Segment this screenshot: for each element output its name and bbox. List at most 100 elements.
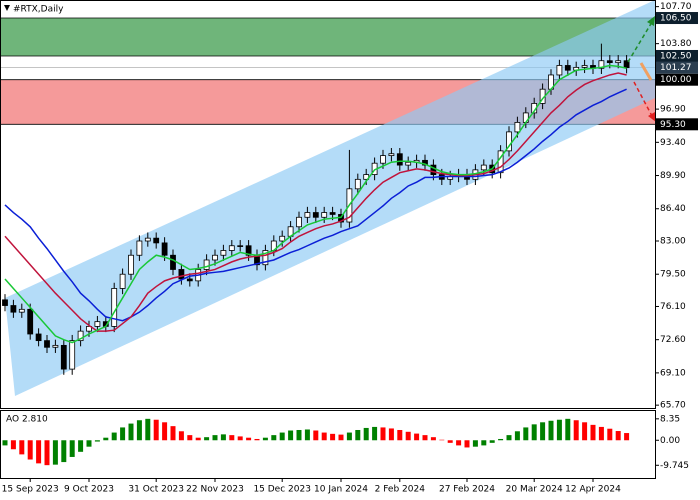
candle-body (178, 269, 185, 280)
bull-arrow-head (647, 16, 655, 26)
y-tick-label: 107.70 (660, 2, 692, 12)
ao-bar (204, 437, 210, 441)
candle-body (220, 250, 227, 256)
candle-body (86, 325, 92, 332)
ao-bar (136, 420, 142, 441)
candle-body (128, 254, 134, 275)
ao-bar (464, 440, 470, 448)
candle-body (27, 308, 34, 335)
level-label: 102.50 (660, 51, 692, 61)
candle-body (10, 305, 17, 313)
ao-bar (44, 440, 50, 466)
ao-bar (52, 440, 58, 465)
candle-body (380, 155, 386, 164)
ao-bar (296, 429, 302, 441)
x-tick-label: 9 Oct 2023 (64, 485, 114, 495)
level-label-bg (656, 12, 698, 25)
ao-bar (548, 420, 554, 441)
ao-bar (313, 430, 319, 441)
last-price-bg (656, 61, 698, 74)
y-tick-label: 69.10 (660, 368, 686, 378)
candle-body (329, 212, 336, 215)
ao-bar (288, 430, 294, 441)
ao-bar (456, 440, 462, 446)
candle-body (296, 216, 302, 228)
ao-bar (271, 435, 277, 441)
ao-bar (388, 428, 394, 441)
candle-body (321, 212, 328, 218)
ao-bar (279, 432, 285, 441)
x-tick-label: 15 Sep 2023 (2, 485, 59, 495)
chart-title: #RTX,Daily (13, 5, 64, 15)
bull-arrow (627, 21, 653, 63)
candle-body (94, 321, 101, 327)
candle-body (161, 242, 168, 256)
y-tick-label: 79.50 (660, 270, 686, 280)
candle-body (153, 237, 160, 244)
candle-body (354, 178, 361, 190)
price-zone (0, 18, 655, 56)
ao-bar (422, 435, 428, 441)
candle-body (77, 330, 84, 342)
ao-bar (430, 437, 436, 441)
ao-bar (229, 435, 235, 441)
candle-body (212, 254, 218, 261)
indicator-frame (0, 410, 656, 479)
title-icon (4, 5, 10, 11)
main-frame (0, 0, 656, 409)
ao-bar (363, 427, 369, 441)
level-label-bg (656, 73, 698, 86)
ao-bar (111, 432, 117, 441)
y-tick-label: 86.40 (660, 204, 686, 214)
ao-bar (94, 440, 100, 442)
y-tick-label: 103.80 (660, 39, 692, 49)
ao-bar (481, 440, 487, 446)
ao-bar (61, 440, 67, 463)
ao-bar (187, 435, 193, 441)
candle-body (388, 153, 395, 157)
ao-bar (78, 440, 84, 452)
indicator-tick-label: 0.00 (660, 436, 680, 446)
candle-body (422, 159, 428, 166)
ao-bar (540, 422, 546, 441)
ao-bar (598, 426, 604, 441)
candle-body (203, 259, 210, 270)
ao-bar (607, 428, 613, 441)
ao-bar (582, 422, 588, 441)
ao-bar (514, 431, 520, 441)
last-price-label: 101.27 (660, 63, 692, 73)
candle-body (606, 60, 613, 64)
forecast-segment (639, 62, 653, 81)
ao-bar (2, 440, 8, 446)
candle-body (279, 235, 286, 242)
ao-bar (36, 440, 42, 464)
indicator-tick-label: 8.35 (660, 414, 680, 424)
ao-bar (498, 438, 504, 441)
candle-body (262, 250, 269, 266)
plot (2, 43, 630, 375)
candle-body (237, 245, 244, 247)
ao-bar (531, 424, 537, 441)
ao-bar (103, 437, 109, 441)
moving-average (4, 72, 627, 332)
candle-body (144, 237, 151, 242)
candle-body (245, 245, 252, 256)
y-tick-label: 96.90 (660, 105, 686, 115)
y-tick-label: 72.60 (660, 335, 686, 345)
ao-bar (565, 418, 571, 441)
ao-bar (330, 433, 336, 441)
candle-body (35, 333, 42, 342)
ao-bar (212, 435, 218, 441)
level-label-bg (656, 118, 698, 131)
x-tick-label: 31 Oct 2023 (128, 485, 184, 495)
candle-body (405, 161, 412, 166)
candle-body (615, 60, 622, 64)
ao-bar (69, 440, 75, 457)
ao-bar (439, 439, 445, 441)
candle-body (69, 340, 76, 370)
ao-bar (162, 422, 168, 441)
candle-body (556, 65, 563, 76)
candle-body (136, 240, 143, 256)
